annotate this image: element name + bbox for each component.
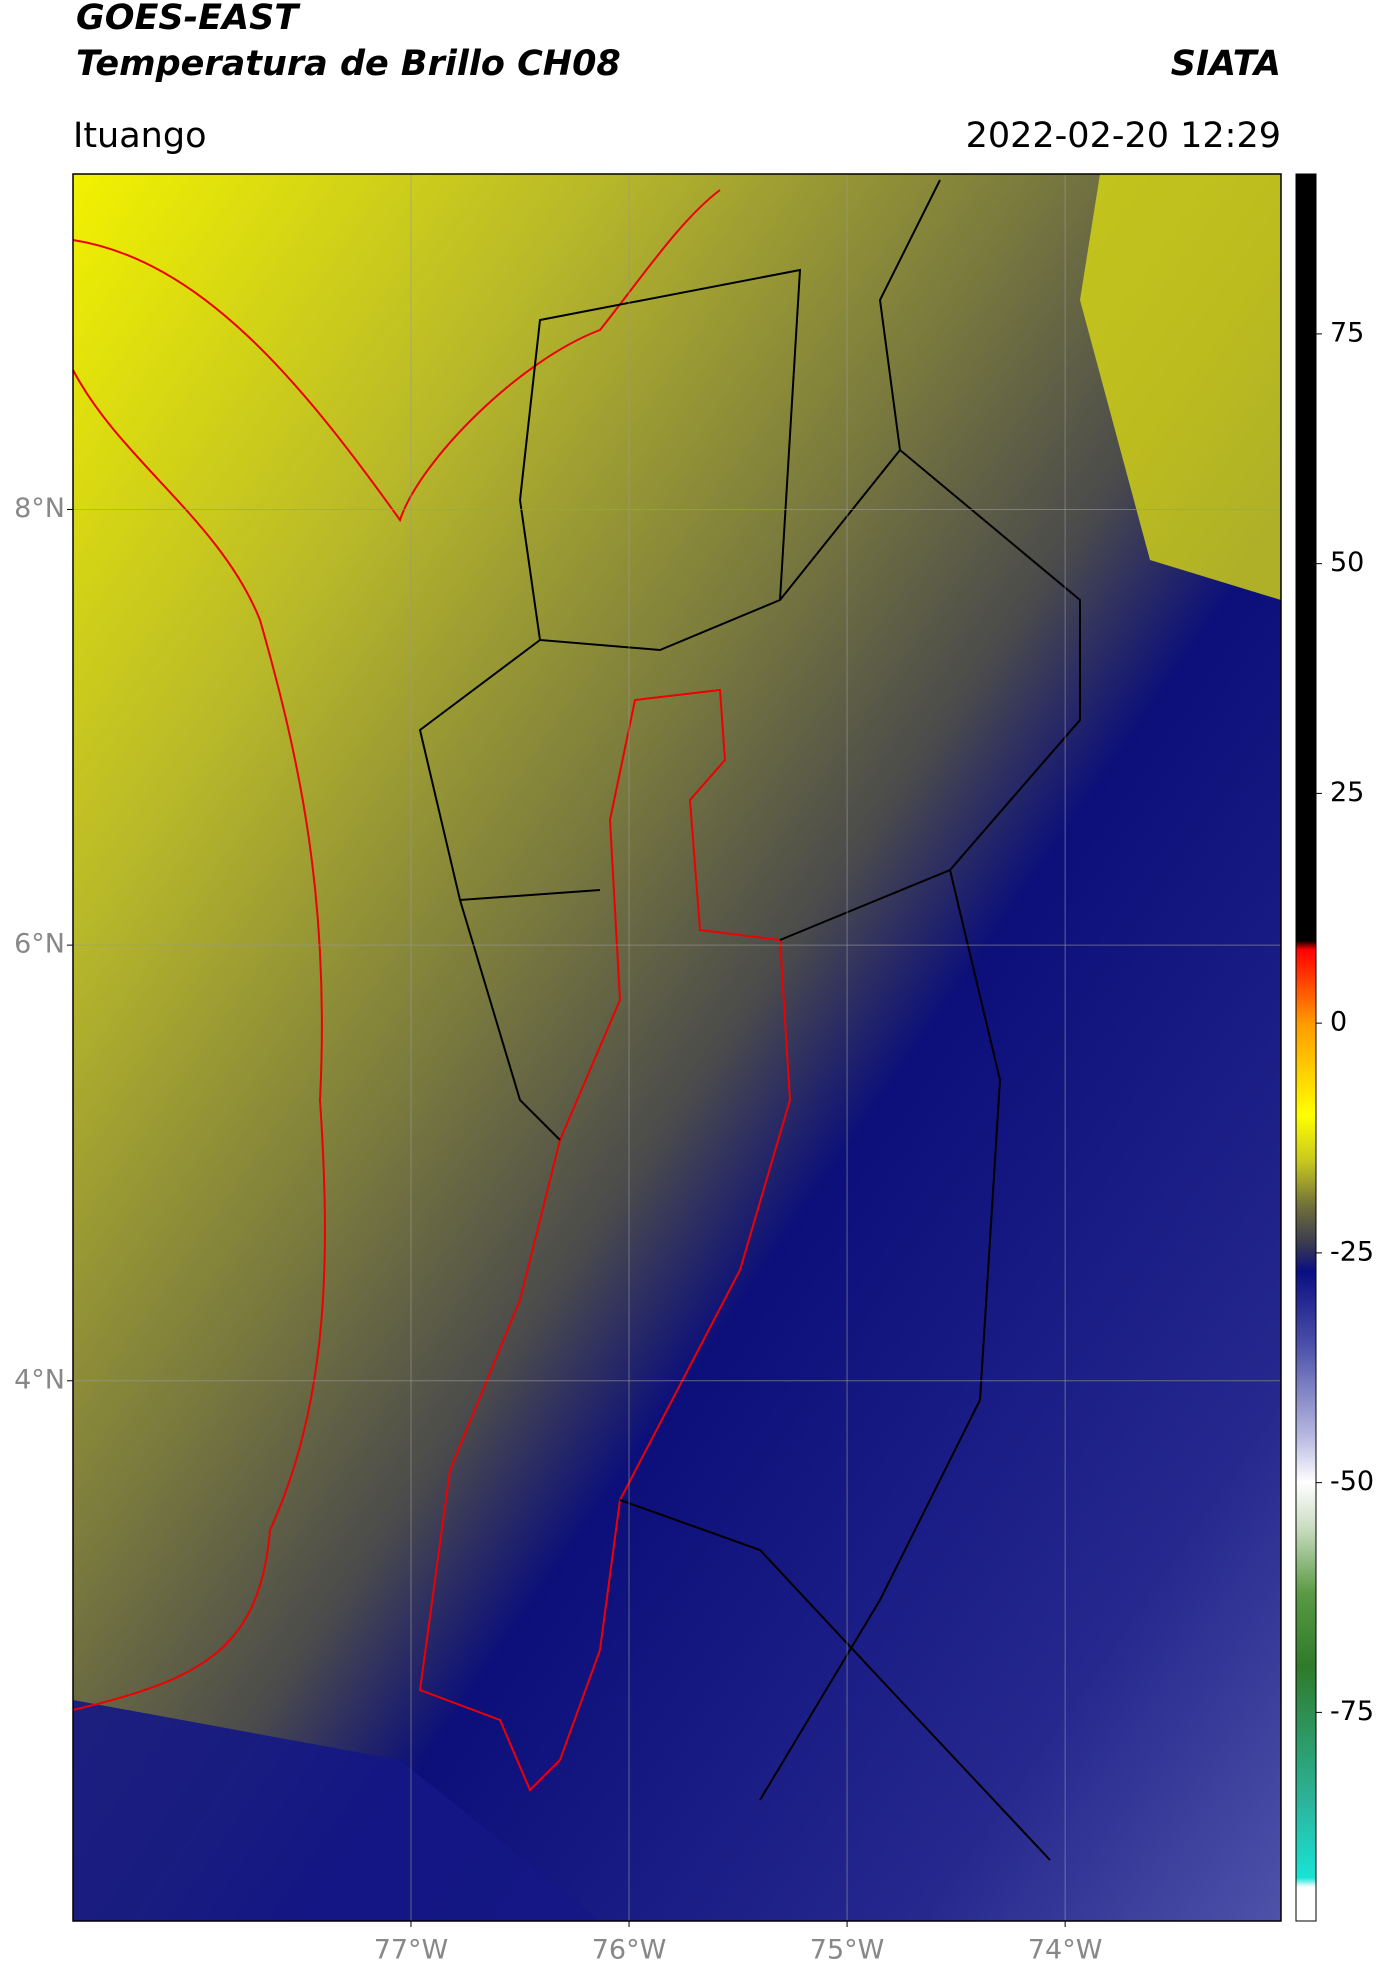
colorbar-tick-label: 75 xyxy=(1330,317,1364,348)
x-tick-label: 76°W xyxy=(592,1935,667,1966)
colorbar-tick-label: 25 xyxy=(1330,777,1364,808)
admin-border xyxy=(418,179,1081,1861)
x-tick-label: 77°W xyxy=(374,1935,449,1966)
map-background xyxy=(73,174,1281,1921)
region-border xyxy=(418,688,792,1792)
colorbar-tick-label: -25 xyxy=(1330,1236,1374,1267)
location: Ituango xyxy=(73,116,207,156)
x-tick-label: 75°W xyxy=(810,1935,885,1966)
y-tick-label: 4°N xyxy=(14,1364,65,1395)
colorbar-tick-label: 0 xyxy=(1330,1007,1347,1038)
y-tick-label: 8°N xyxy=(14,493,65,524)
coastline xyxy=(73,189,721,523)
y-tick-label: 6°N xyxy=(14,929,65,960)
x-tick-label: 74°W xyxy=(1028,1935,1103,1966)
colorbar-tick-label: 50 xyxy=(1330,547,1364,578)
yellow-region xyxy=(1080,174,1281,600)
subtitle: Temperatura de Brillo CH08 xyxy=(76,44,621,84)
coastline xyxy=(73,369,326,1711)
map-frame xyxy=(72,173,1282,1922)
colorbar-tick-label: -50 xyxy=(1330,1466,1374,1497)
colorbar-tick-label: -75 xyxy=(1330,1696,1374,1727)
map xyxy=(73,174,1281,1921)
source: SIATA xyxy=(1171,44,1281,84)
title: GOES-EAST xyxy=(76,0,301,38)
colorbar xyxy=(1295,173,1317,1922)
timestamp: 2022-02-20 12:29 xyxy=(966,116,1281,156)
blue-region xyxy=(73,1700,600,1921)
